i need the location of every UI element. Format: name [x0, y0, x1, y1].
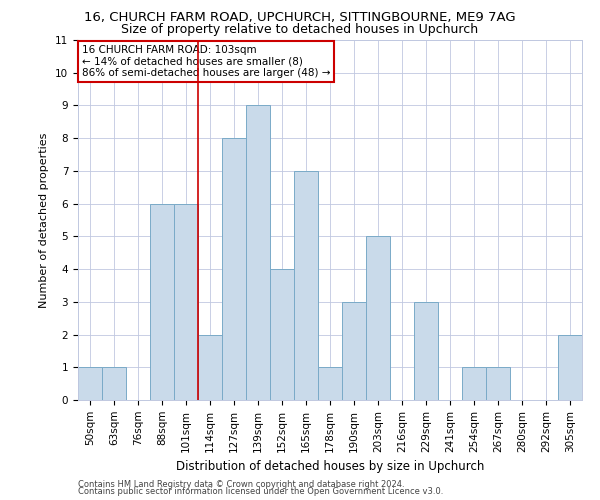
Bar — [150, 204, 174, 400]
Bar — [318, 368, 342, 400]
Text: 16 CHURCH FARM ROAD: 103sqm
← 14% of detached houses are smaller (8)
86% of semi: 16 CHURCH FARM ROAD: 103sqm ← 14% of det… — [82, 45, 330, 78]
Bar — [198, 334, 222, 400]
Bar — [78, 368, 102, 400]
Bar — [246, 106, 270, 400]
Bar — [558, 334, 582, 400]
Bar — [102, 368, 126, 400]
Text: Contains public sector information licensed under the Open Government Licence v3: Contains public sector information licen… — [78, 488, 443, 496]
Y-axis label: Number of detached properties: Number of detached properties — [40, 132, 49, 308]
Bar — [294, 171, 318, 400]
Bar — [414, 302, 438, 400]
Bar — [486, 368, 510, 400]
Bar — [222, 138, 246, 400]
Text: Size of property relative to detached houses in Upchurch: Size of property relative to detached ho… — [121, 22, 479, 36]
Bar — [270, 269, 294, 400]
Text: 16, CHURCH FARM ROAD, UPCHURCH, SITTINGBOURNE, ME9 7AG: 16, CHURCH FARM ROAD, UPCHURCH, SITTINGB… — [84, 11, 516, 24]
Text: Contains HM Land Registry data © Crown copyright and database right 2024.: Contains HM Land Registry data © Crown c… — [78, 480, 404, 489]
Bar — [366, 236, 390, 400]
X-axis label: Distribution of detached houses by size in Upchurch: Distribution of detached houses by size … — [176, 460, 484, 473]
Bar — [174, 204, 198, 400]
Bar — [462, 368, 486, 400]
Bar — [342, 302, 366, 400]
